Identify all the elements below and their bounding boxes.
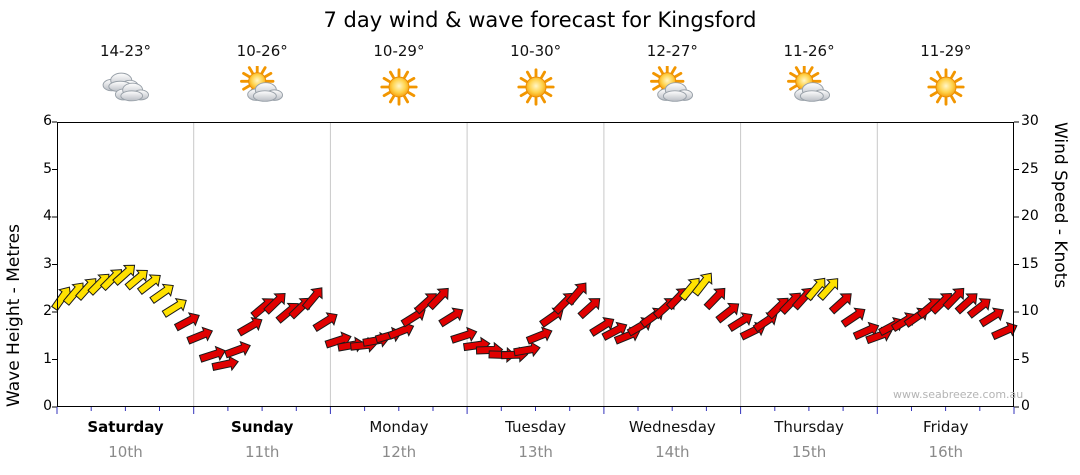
left-tick-label: 4 xyxy=(43,208,52,224)
day-date: 10th xyxy=(108,443,143,461)
day-column-saturday: 14-23° Saturday 10th xyxy=(57,42,194,475)
left-tick-label: 6 xyxy=(43,113,52,129)
temp-range: 12-27° xyxy=(646,42,698,60)
wind-arrow xyxy=(236,317,263,337)
day-name: Saturday xyxy=(87,418,164,436)
wind-arrow xyxy=(715,302,740,324)
right-tick-label: 20 xyxy=(1021,208,1039,224)
left-tick-label: 2 xyxy=(43,303,52,319)
right-tick-label: 30 xyxy=(1021,113,1039,129)
day-date: 16th xyxy=(928,443,964,461)
right-axis-title: Wind Speed - Knots xyxy=(1050,122,1070,289)
wind-arrow xyxy=(161,298,187,318)
wind-arrow xyxy=(828,293,852,315)
temp-range: 11-29° xyxy=(920,42,972,60)
wind-arrow xyxy=(450,326,478,344)
wind-arrow xyxy=(991,321,1018,341)
wind-arrow xyxy=(136,274,161,295)
wind-arrow xyxy=(312,312,338,333)
day-date: 14th xyxy=(655,443,690,461)
wind-arrow xyxy=(525,326,553,345)
temp-range: 10-26° xyxy=(236,42,288,60)
day-column-tuesday: 10-30° Tuesday 13th xyxy=(467,42,604,475)
wind-wave-plot xyxy=(50,121,1019,414)
wind-arrow xyxy=(978,307,1005,328)
wind-arrow xyxy=(149,283,174,305)
wind-arrow xyxy=(186,326,214,345)
day-date: 15th xyxy=(791,443,827,461)
day-column-sunday: 10-26° Sunday 11th xyxy=(194,42,331,475)
wind-arrow xyxy=(727,312,753,333)
left-tick-label: 1 xyxy=(43,350,52,367)
day-date: 13th xyxy=(518,443,553,461)
left-axis-title: Wave Height - Metres xyxy=(4,224,24,407)
wind-arrow xyxy=(112,264,136,287)
wind-arrow xyxy=(263,292,286,315)
day-name: Friday xyxy=(923,418,969,436)
wind-arrow xyxy=(387,321,415,340)
left-tick-label: 3 xyxy=(43,255,52,272)
wind-arrow xyxy=(198,345,226,363)
sun-icon xyxy=(370,66,428,108)
day-name: Thursday xyxy=(774,418,844,436)
day-column-thursday: 11-26° Thursday 15th xyxy=(741,42,878,475)
wind-arrow xyxy=(703,287,726,311)
right-tick-label: 5 xyxy=(1021,350,1030,367)
wind-arrow xyxy=(565,282,587,306)
wind-arrow xyxy=(301,287,323,311)
sun-behind-cloud-icon xyxy=(780,66,838,108)
sun-behind-cloud-icon xyxy=(643,66,701,108)
sun-icon xyxy=(507,66,565,108)
right-tick-label: 10 xyxy=(1021,303,1039,319)
day-date: 12th xyxy=(381,443,417,461)
day-name: Sunday xyxy=(231,418,294,436)
temp-range: 14-23° xyxy=(99,42,152,60)
wind-arrow xyxy=(966,298,991,319)
wind-arrow xyxy=(438,307,464,328)
right-tick-label: 25 xyxy=(1021,160,1039,177)
right-tick-label: 15 xyxy=(1021,255,1039,272)
temp-range: 10-29° xyxy=(373,42,425,60)
wind-arrow xyxy=(954,293,978,315)
day-name: Monday xyxy=(369,418,429,436)
day-name: Tuesday xyxy=(505,418,567,436)
day-date: 11th xyxy=(244,443,280,461)
temp-range: 11-26° xyxy=(783,42,835,60)
clouds-icon xyxy=(97,66,155,108)
sun-icon xyxy=(917,66,975,108)
left-tick-label: 0 xyxy=(43,398,52,414)
wind-arrow xyxy=(816,278,839,302)
plot-border xyxy=(57,122,1014,407)
page-title: 7 day wind & wave forecast for Kingsford xyxy=(323,8,757,32)
day-column-wednesday: 12-27° Wednesday 14th xyxy=(604,42,741,475)
day-column-monday: 10-29° Monday 12th xyxy=(330,42,467,475)
wind-arrow xyxy=(942,287,965,311)
day-column-friday: 11-29° Friday 16th xyxy=(877,42,1014,475)
sun-behind-cloud-icon xyxy=(233,66,291,108)
wind-arrow xyxy=(577,298,601,320)
right-tick-label: 0 xyxy=(1021,398,1030,414)
wind-arrow xyxy=(173,312,200,332)
left-tick-label: 5 xyxy=(43,160,52,177)
wind-arrow xyxy=(223,340,251,359)
wind-arrow xyxy=(426,287,449,311)
temp-range: 10-30° xyxy=(510,42,562,60)
day-name: Wednesday xyxy=(628,418,716,436)
wind-arrow xyxy=(691,272,713,297)
watermark: www.seabreeze.com.au xyxy=(893,388,1024,401)
wind-arrow xyxy=(124,269,148,291)
wind-arrow xyxy=(840,307,866,328)
